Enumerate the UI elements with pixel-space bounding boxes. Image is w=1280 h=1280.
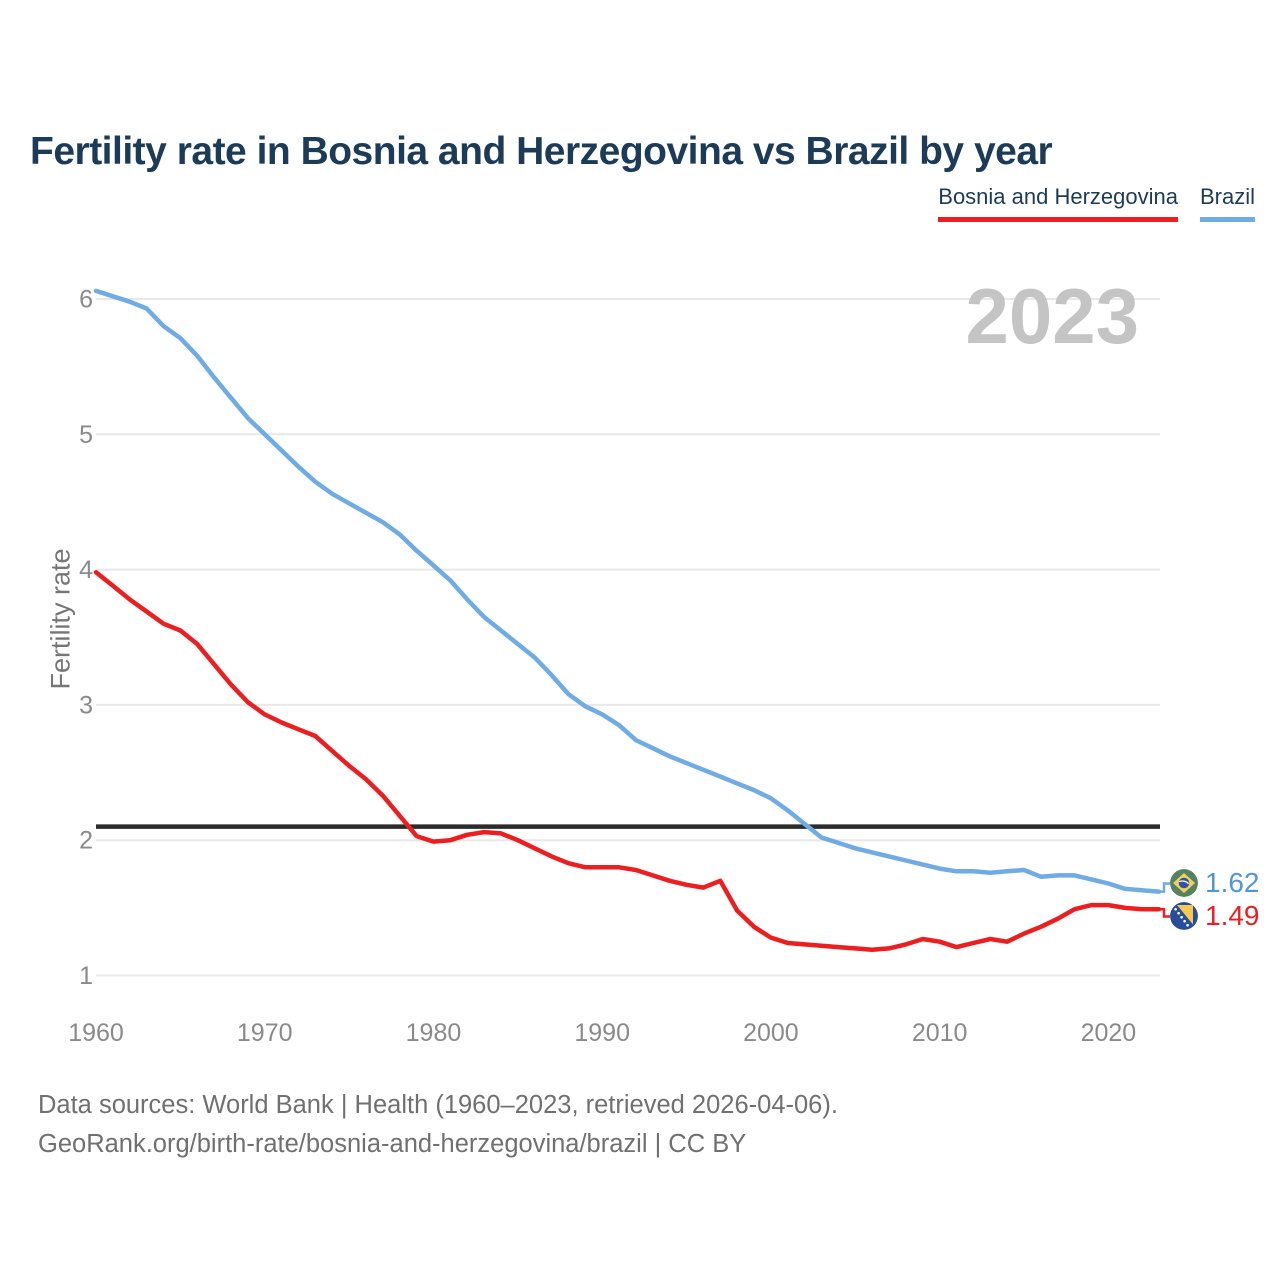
- x-tick-1960: 1960: [68, 1019, 124, 1047]
- end-connector-bosnia-and-herzegovina: [1159, 907, 1170, 918]
- legend-item-brazil[interactable]: Brazil: [1199, 184, 1255, 222]
- end-label-bosnia: 1.49: [1170, 902, 1260, 930]
- brazil-flag-icon: [1170, 869, 1198, 897]
- footer: Data sources: World Bank | Health (1960–…: [38, 1086, 838, 1164]
- watermark-year: 2023: [965, 272, 1139, 360]
- x-tick-2000: 2000: [743, 1019, 799, 1047]
- x-tick-2020: 2020: [1081, 1019, 1137, 1047]
- bosnia-flag-icon: [1170, 902, 1198, 930]
- x-tick-1980: 1980: [406, 1019, 462, 1047]
- footer-attribution-line: GeoRank.org/birth-rate/bosnia-and-herzeg…: [38, 1130, 747, 1158]
- y-tick-2: 2: [79, 827, 93, 855]
- y-tick-3: 3: [79, 691, 93, 719]
- series-line-brazil: [93, 288, 1162, 894]
- end-label-brazil: 1.62: [1170, 869, 1260, 897]
- series-line-bosnia-and-herzegovina: [93, 570, 1162, 953]
- y-tick-1: 1: [79, 962, 93, 990]
- x-tick-1970: 1970: [237, 1019, 293, 1047]
- legend: Bosnia and Herzegovina Brazil: [938, 184, 1255, 222]
- footer-sources-line: Data sources: World Bank | Health (1960–…: [38, 1091, 838, 1119]
- y-tick-6: 6: [79, 286, 93, 314]
- y-axis-label: Fertility rate: [45, 548, 76, 690]
- page-title: Fertility rate in Bosnia and Herzegovina…: [30, 130, 1053, 174]
- y-tick-4: 4: [79, 556, 93, 584]
- y-tick-5: 5: [79, 421, 93, 449]
- x-tick-2010: 2010: [912, 1019, 968, 1047]
- end-value-bosnia: 1.49: [1205, 900, 1260, 931]
- end-connector-brazil: [1159, 882, 1170, 893]
- end-value-brazil: 1.62: [1205, 867, 1260, 898]
- x-tick-1990: 1990: [574, 1019, 630, 1047]
- legend-item-bosnia-and-herzegovina[interactable]: Bosnia and Herzegovina: [938, 184, 1178, 222]
